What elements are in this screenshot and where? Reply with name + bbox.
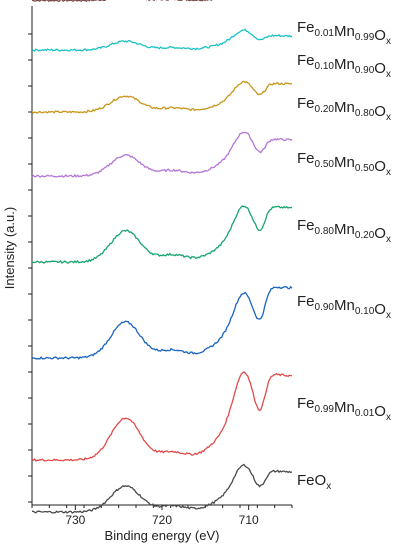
series-label: Fe0.80Mn0.20Ox [297,217,391,245]
series-label: FeOx [297,472,331,492]
x-axis-title: Binding energy (eV) [105,528,220,543]
spectrum-line-fe0.80mn0.20ox [31,205,293,264]
spectrum-line-fe0.90mn0.10ox [31,285,293,360]
series-label: Fe0.90Mn0.10Ox [297,293,391,321]
x-tick-label: 710 [239,513,259,527]
series-label: Fe0.99Mn0.01Ox [297,395,391,423]
x-tick-label: 720 [152,513,172,527]
series-label: Fe0.50Mn0.50Ox [297,150,391,178]
spectrum-line-fe0.50mn0.50ox [31,131,293,178]
spectrum-line-fe0.99mn0.01ox [31,371,292,462]
series-labels: Fe0.01Mn0.99Ox Fe0.10Mn0.90Ox Fe0.20Mn0.80… [297,19,391,492]
x-axis-ticks: 730 720 710 [31,505,293,527]
spectrum-line-fe0.20mn0.80ox [31,80,293,114]
series-label: Fe0.20Mn0.80Ox [297,95,391,123]
spectra-curves [31,0,293,514]
series-label: Fe0.10Mn0.90Ox [297,52,391,80]
y-axis-title: Intensity (a.u.) [2,207,17,289]
spectrum-line-fe0.01mn0.99ox [31,0,213,3]
y-axis-ticks [28,33,32,503]
spectrum-line-feox [32,463,293,514]
x-tick-label: 730 [65,513,85,527]
spectrum-line-fe0.10mn0.90ox [31,28,293,52]
series-label: Fe0.01Mn0.99Ox [297,19,391,47]
